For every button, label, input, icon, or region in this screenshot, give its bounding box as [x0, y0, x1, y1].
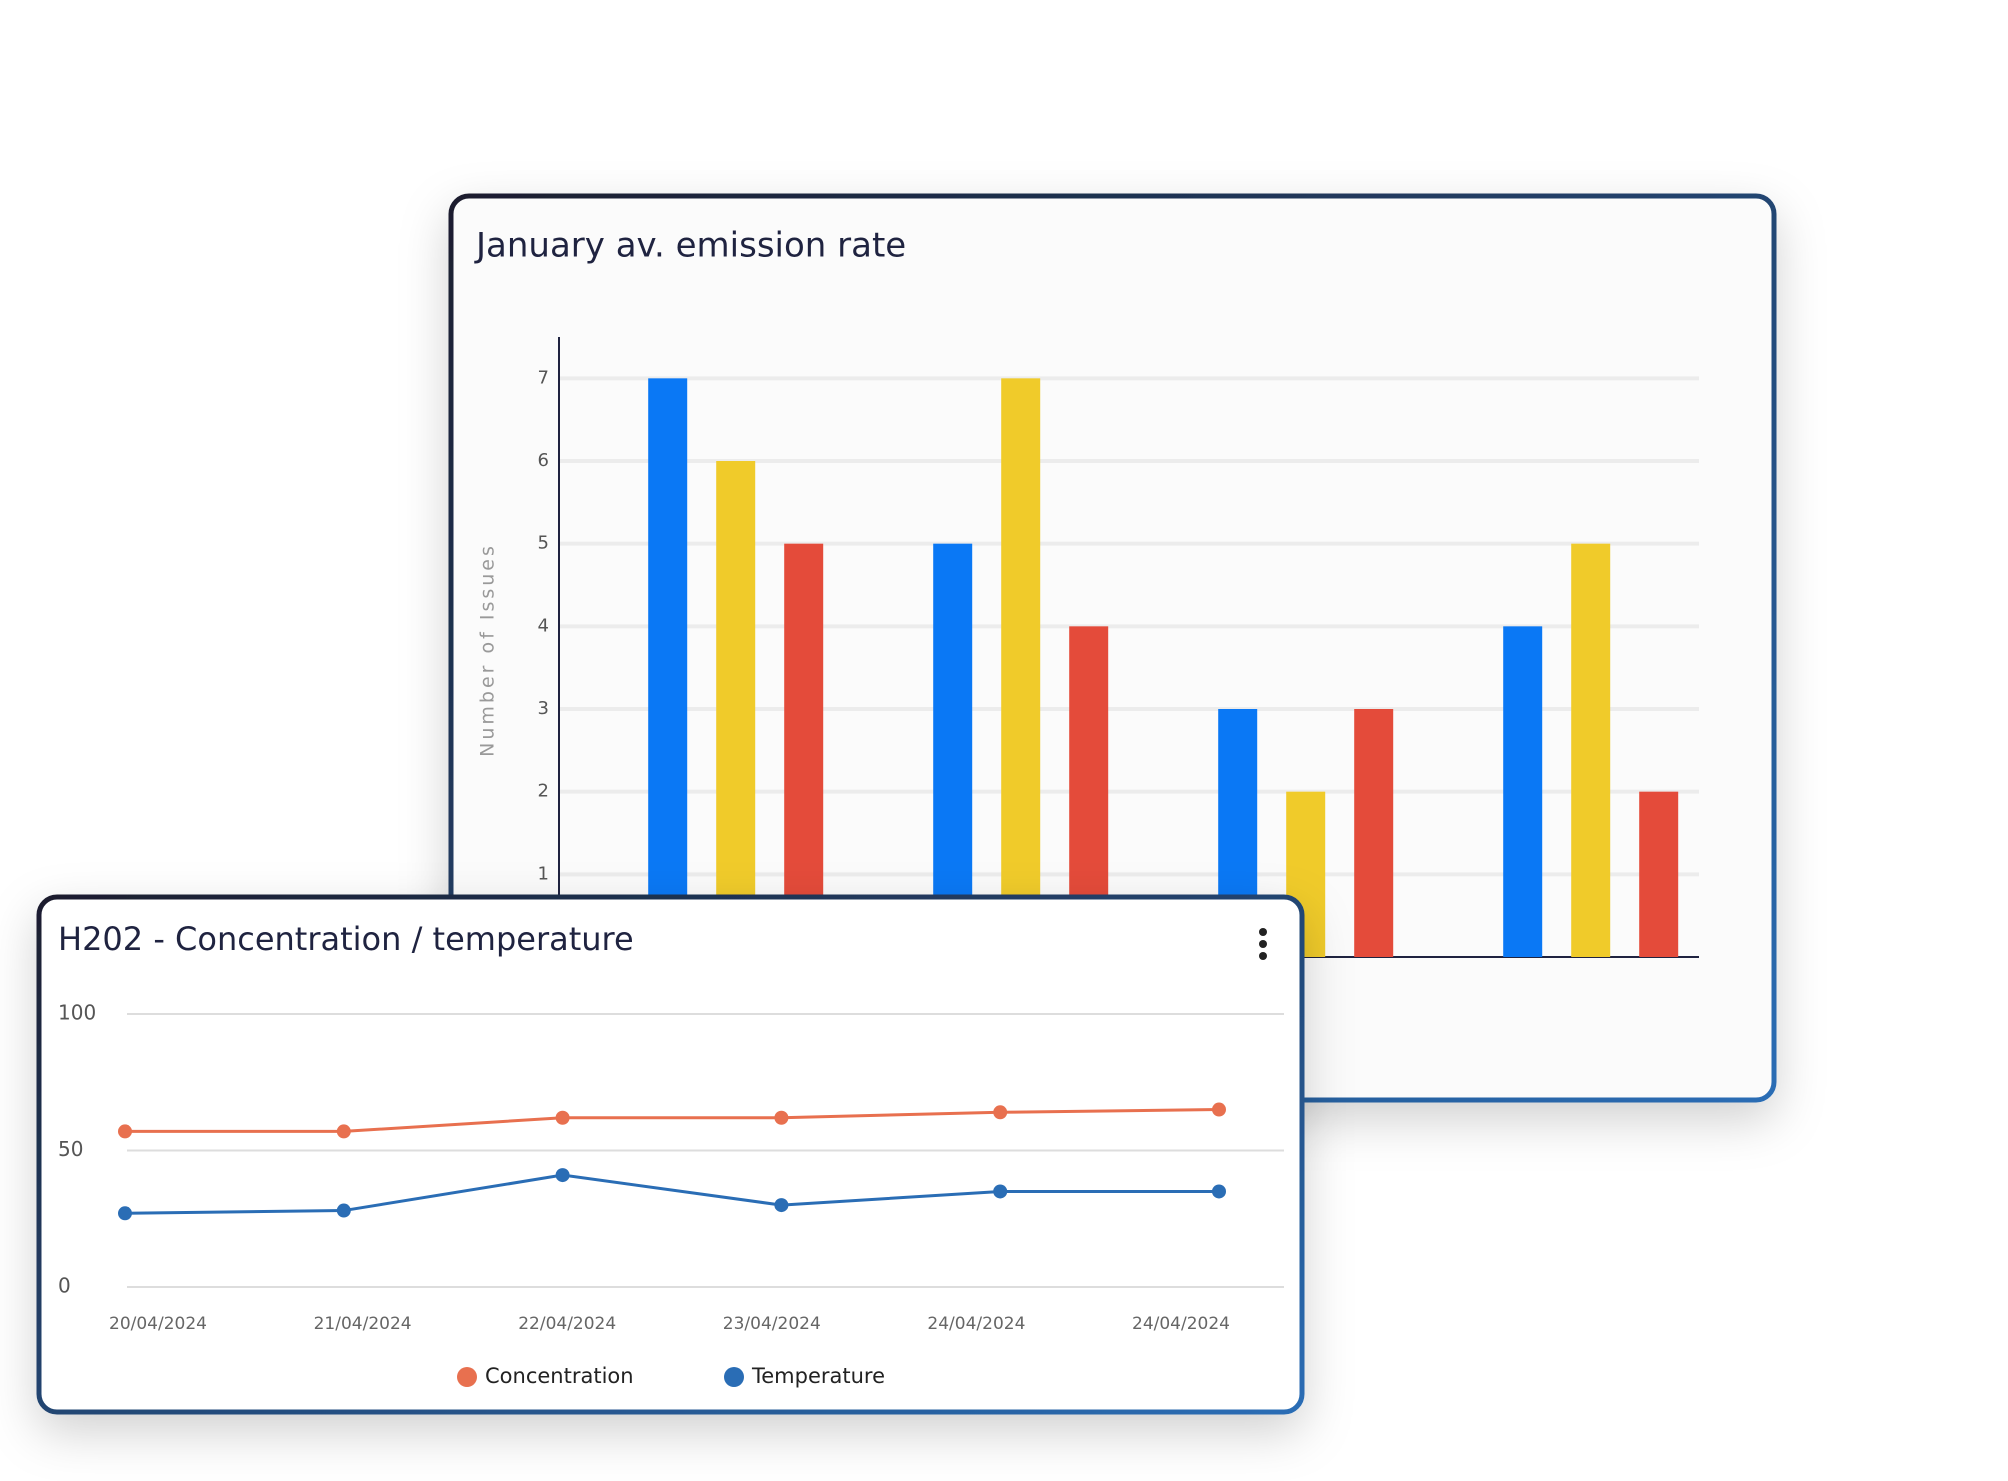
y-axis-label: Number of Issues — [477, 543, 499, 757]
bar — [1001, 378, 1041, 957]
x-tick-label: 22/04/2024 — [518, 1314, 616, 1334]
y-tick-label: 1 — [538, 863, 549, 884]
line-card: H202 - Concentration / temperature 0 50 10… — [36, 894, 1305, 1415]
point — [336, 1124, 351, 1139]
y-tick-label: 50 — [58, 1137, 83, 1161]
x-tick-label: 20/04/2024 — [109, 1314, 207, 1334]
menu-dot — [1259, 952, 1267, 960]
y-tick-label: 4 — [538, 615, 549, 636]
legend-swatch — [724, 1367, 744, 1387]
card-frame — [36, 894, 1305, 1415]
point — [555, 1110, 570, 1125]
x-tick-label: 23/04/2024 — [723, 1314, 821, 1334]
point — [118, 1206, 132, 1221]
menu-dot — [1259, 940, 1267, 948]
bar — [1639, 791, 1679, 957]
bar — [933, 543, 973, 957]
legend-swatch — [457, 1367, 477, 1387]
bar — [1354, 709, 1394, 957]
point — [336, 1203, 351, 1218]
point — [993, 1105, 1008, 1120]
point — [1212, 1184, 1226, 1199]
bar-card: January av. emission rate Number of Issu… — [448, 193, 1777, 1103]
point — [1212, 1102, 1226, 1117]
y-tick-label: 7 — [538, 367, 549, 388]
series-line — [125, 1108, 1220, 1133]
x-tick-label: 24/04/2024 — [1132, 1314, 1230, 1334]
legend-label: Concentration — [485, 1364, 634, 1388]
chart-title: H202 - Concentration / temperature — [58, 920, 634, 958]
point — [774, 1110, 789, 1125]
x-tick-label: 24/04/2024 — [927, 1314, 1025, 1334]
y-tick-label: 3 — [538, 698, 549, 719]
point — [993, 1184, 1008, 1199]
x-tick-label: 21/04/2024 — [314, 1314, 412, 1334]
legend-label: Temperature — [751, 1364, 885, 1388]
bar — [648, 378, 688, 957]
bar — [1503, 626, 1543, 957]
point — [118, 1124, 132, 1139]
y-tick-label: 0 — [58, 1274, 71, 1298]
menu-dot — [1259, 928, 1267, 936]
y-tick-label: 5 — [538, 533, 549, 554]
y-tick-label: 6 — [538, 450, 549, 471]
chart-title: January av. emission rate — [474, 226, 906, 266]
point — [774, 1198, 789, 1213]
bar — [1571, 543, 1611, 957]
y-tick-label: 100 — [58, 1001, 96, 1025]
y-tick-label: 2 — [538, 781, 549, 802]
menu-button[interactable] — [1259, 928, 1267, 960]
bar — [784, 543, 824, 957]
series-line — [124, 1173, 1219, 1215]
bar — [716, 461, 756, 957]
point — [555, 1168, 570, 1183]
